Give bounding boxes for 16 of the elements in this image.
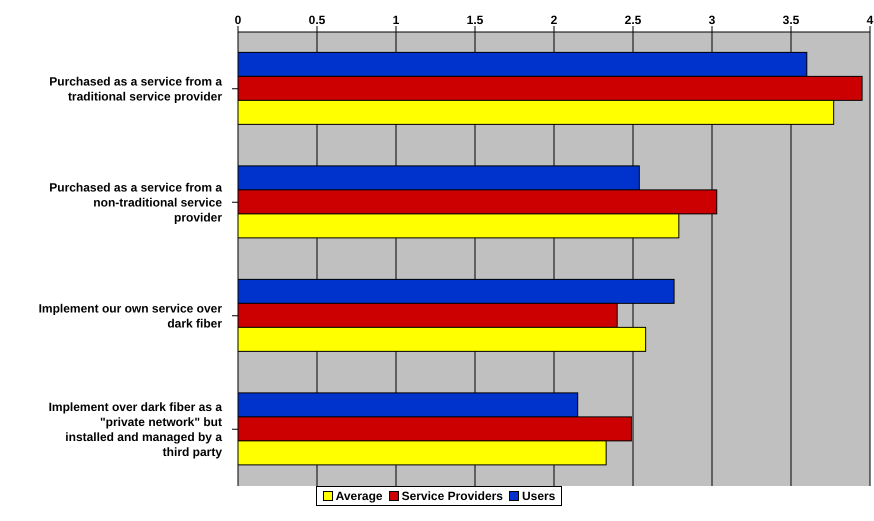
x-tick-label: 4 xyxy=(866,13,874,27)
legend-label: Average xyxy=(334,489,383,503)
x-tick-label: 3.5 xyxy=(782,13,800,27)
x-tick-label: 0.5 xyxy=(308,13,326,27)
y-tick-label: Implement our own service over dark fiber xyxy=(38,301,222,330)
x-tick-label: 1 xyxy=(392,13,400,27)
y-tick-label: Implement over dark fiber as a "private network" but installed and managed by a third party xyxy=(48,400,222,459)
x-tick-label: 1.5 xyxy=(466,13,484,27)
legend-label: Service Providers xyxy=(400,489,503,503)
y-tick-label: Purchased as a service from a non-traditional service provider xyxy=(49,180,222,224)
x-tick-label: 0 xyxy=(234,13,242,27)
x-tick-label: 2 xyxy=(550,13,558,27)
x-tick-label: 3 xyxy=(708,13,716,27)
legend-label: Users xyxy=(520,489,556,503)
x-tick-label: 2.5 xyxy=(624,13,642,27)
y-tick-label: Purchased as a service from a traditional service provider xyxy=(49,74,222,104)
